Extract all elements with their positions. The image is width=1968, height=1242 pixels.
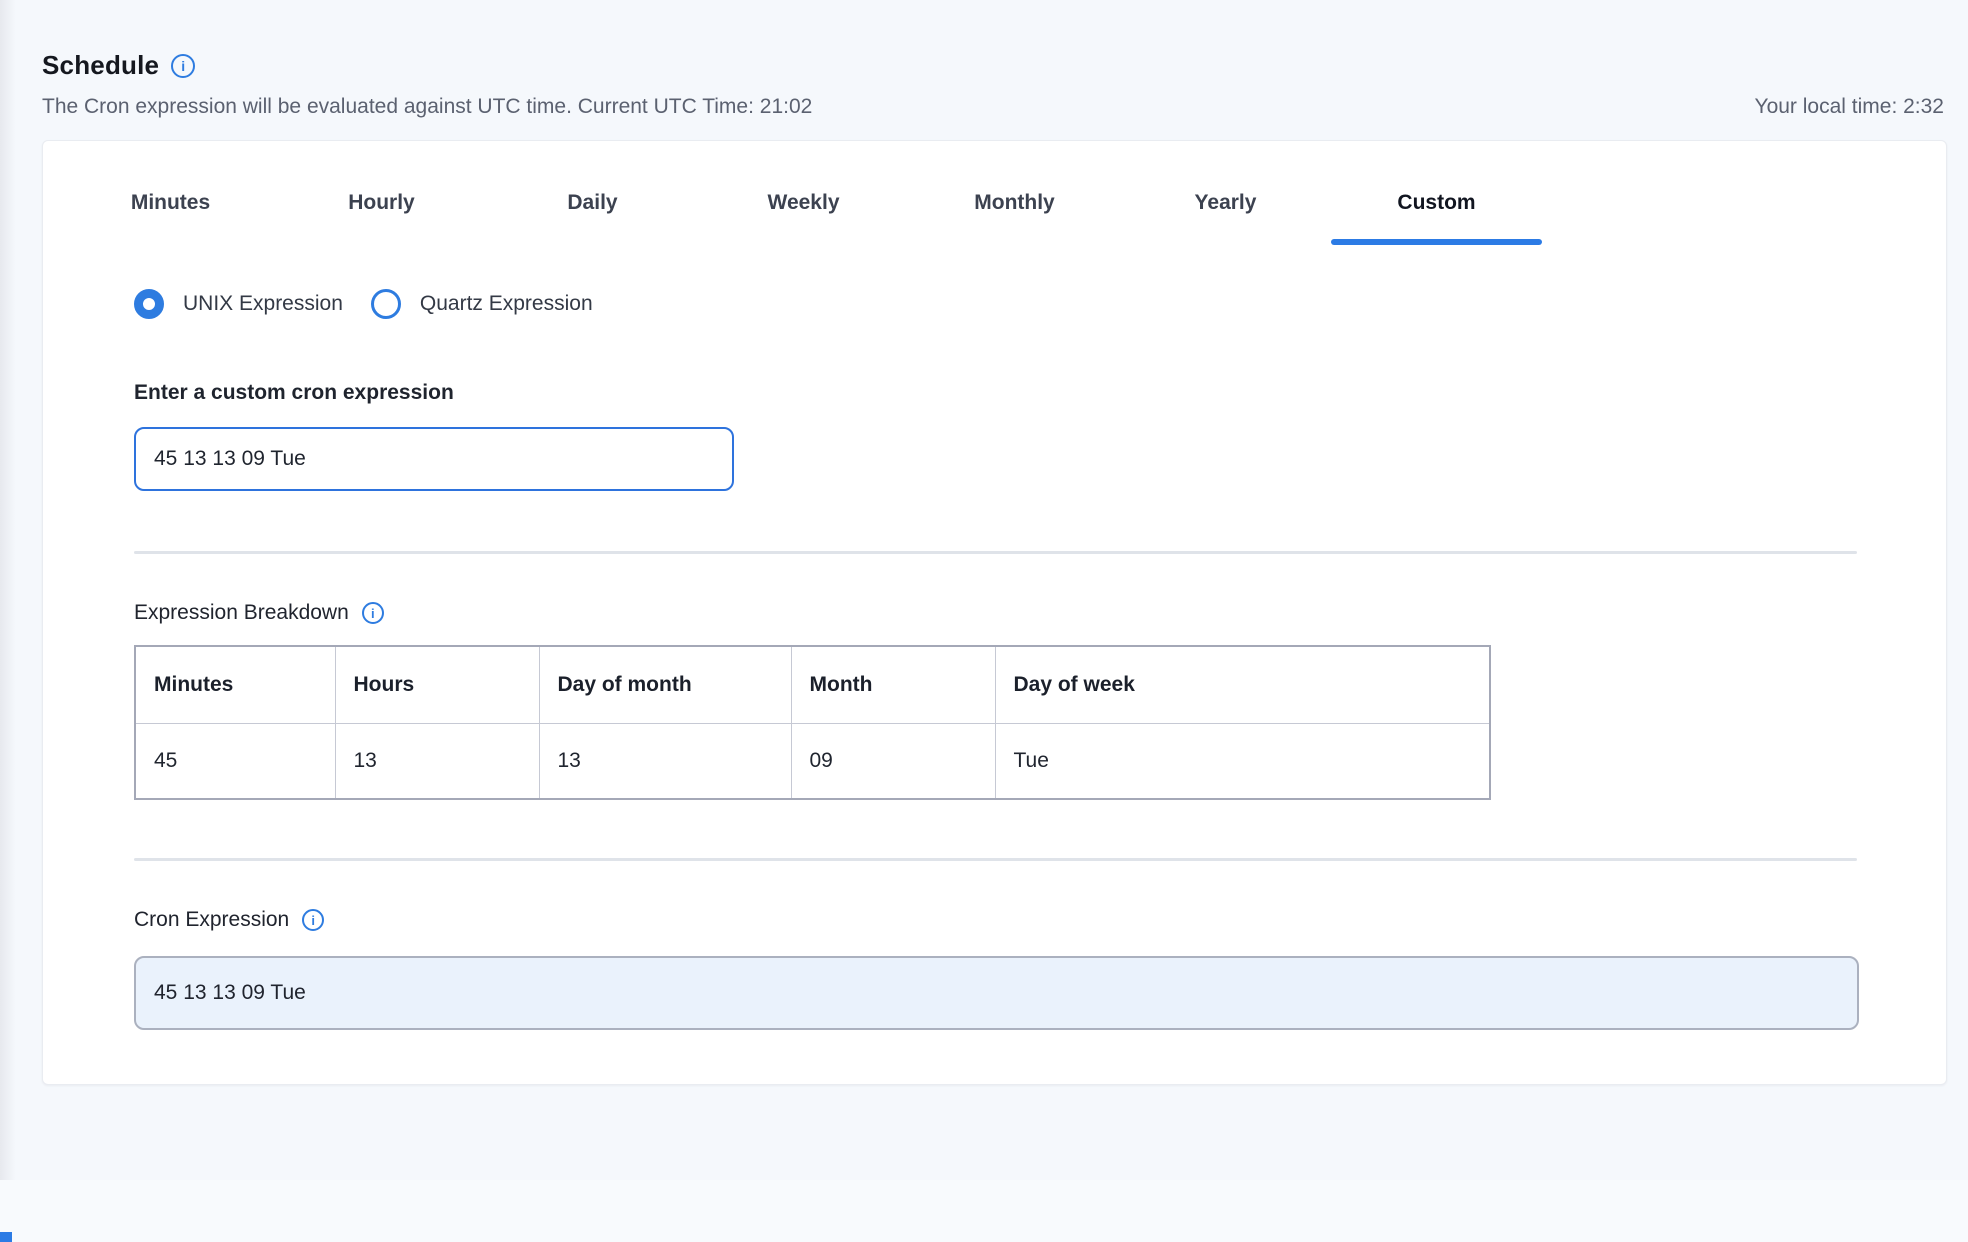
schedule-header: Schedule The Cron expression will be eva…	[0, 0, 1968, 119]
cron-expression-value: 45 13 13 09 Tue	[134, 956, 1859, 1030]
table-cell: 09	[790, 722, 996, 800]
radio-unselected-icon[interactable]	[370, 289, 401, 319]
tab-monthly[interactable]: Monthly	[974, 191, 1055, 214]
background-band	[0, 1180, 1968, 1242]
radio-option-unix-expression[interactable]: UNIX Expression	[134, 289, 343, 319]
column-header-day-of-week: Day of week	[994, 645, 1491, 724]
table-cell: 13	[334, 722, 540, 800]
bottom-left-accent	[0, 1232, 12, 1242]
divider	[134, 858, 1857, 861]
column-header-month: Month	[790, 645, 996, 724]
expression-type-radio-group: UNIX Expression Quartz Expression	[134, 289, 1857, 319]
utc-time-subtitle: The Cron expression will be evaluated ag…	[42, 95, 813, 118]
tab-minutes[interactable]: Minutes	[130, 191, 211, 214]
page-left-edge-shade	[0, 0, 16, 1242]
schedule-info-icon[interactable]	[171, 53, 196, 78]
tab-custom[interactable]: Custom	[1331, 189, 1542, 245]
radio-label: UNIX Expression	[183, 292, 343, 315]
column-header-minutes: Minutes	[134, 645, 336, 724]
cron-expression-info-icon[interactable]	[302, 909, 325, 931]
tab-hourly[interactable]: Hourly	[348, 191, 415, 214]
radio-selected-icon[interactable]	[134, 289, 164, 319]
tab-yearly[interactable]: Yearly	[1194, 191, 1257, 214]
breakdown-info-icon[interactable]	[361, 602, 384, 624]
table-cell: 13	[538, 722, 792, 800]
column-header-day-of-month: Day of month	[538, 645, 792, 724]
expression-breakdown-table: Minutes Hours Day of month Month Day of week…	[134, 645, 1491, 800]
cron-expression-label: Cron Expression	[134, 908, 290, 931]
radio-label: Quartz Expression	[419, 292, 593, 315]
local-time-label: Your local time: 2:32	[1754, 95, 1944, 118]
tab-daily[interactable]: Daily	[567, 191, 618, 214]
table-row: 45 13 13 09 Tue	[134, 722, 1491, 800]
custom-cron-label: Enter a custom cron expression	[134, 381, 454, 404]
breakdown-title: Expression Breakdown	[134, 601, 349, 624]
column-header-hours: Hours	[334, 645, 540, 724]
tab-weekly[interactable]: Weekly	[767, 191, 840, 214]
radio-option-quartz-expression[interactable]: Quartz Expression	[370, 289, 593, 319]
custom-cron-input[interactable]	[134, 427, 734, 491]
tab-bar: Minutes Hourly Daily Weekly Monthly Yearly Cus…	[43, 141, 1946, 245]
table-header-row: Minutes Hours Day of month Month Day of week	[134, 645, 1491, 724]
table-cell: 45	[134, 722, 336, 800]
divider	[134, 551, 1857, 554]
schedule-card: Minutes Hourly Daily Weekly Monthly Yearly Cus…	[42, 140, 1947, 1085]
table-cell: Tue	[994, 722, 1491, 800]
page-title: Schedule	[42, 50, 160, 80]
